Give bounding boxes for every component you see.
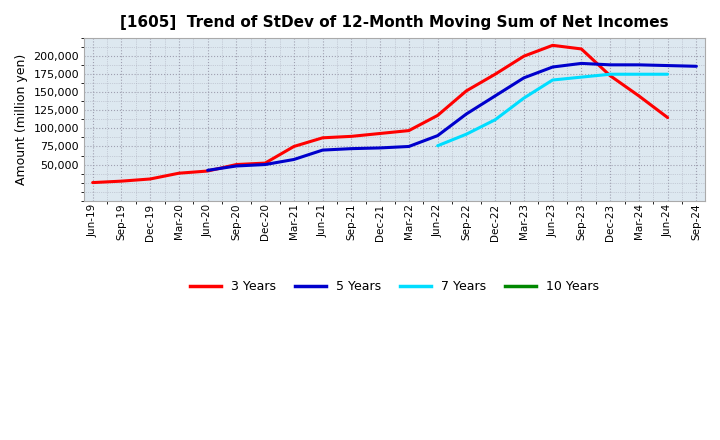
Y-axis label: Amount (million yen): Amount (million yen) xyxy=(15,54,28,185)
Legend: 3 Years, 5 Years, 7 Years, 10 Years: 3 Years, 5 Years, 7 Years, 10 Years xyxy=(185,275,604,298)
Title: [1605]  Trend of StDev of 12-Month Moving Sum of Net Incomes: [1605] Trend of StDev of 12-Month Moving… xyxy=(120,15,669,30)
